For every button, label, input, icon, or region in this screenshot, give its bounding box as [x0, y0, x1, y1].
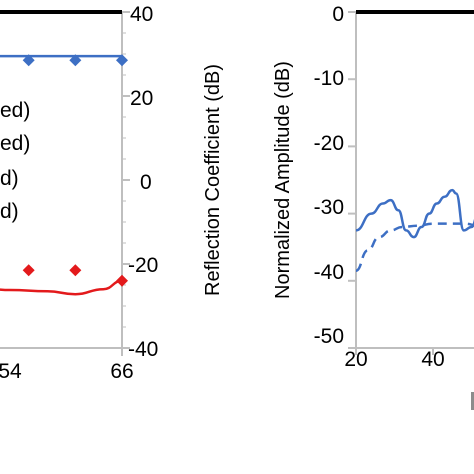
right-tick-marks: [348, 11, 434, 355]
y2-axis-title: Reflection Coefficient (dB): [202, 64, 224, 296]
y-tick-label: -30: [314, 196, 344, 219]
legend-entry: ed): [0, 132, 30, 155]
y-tick-label: -10: [314, 67, 344, 90]
legend-entry: ed): [0, 99, 30, 122]
y2-tick-label: 40: [130, 3, 153, 26]
x-tick-label: 40: [421, 348, 444, 371]
y-axis-title: Normalized Amplitude (dB): [272, 61, 294, 299]
cropped-label-fragment: [471, 392, 474, 410]
y-tick-label: -50: [314, 325, 344, 348]
x-tick-label: 54: [0, 360, 22, 383]
series-line: [0, 279, 123, 296]
series-line-dashed: [355, 222, 474, 272]
left-tick-marks: [121, 11, 130, 356]
data-point-marker: [116, 274, 128, 287]
data-point-marker: [116, 54, 128, 67]
data-point-marker: [69, 54, 82, 67]
data-point-marker: [22, 264, 35, 277]
legend-entry: d): [0, 200, 19, 223]
x-tick-label: 20: [344, 348, 367, 371]
right-series-group: [355, 9, 474, 272]
x-tick-label: 66: [110, 360, 133, 383]
series-line: [355, 188, 474, 239]
y2-tick-label: 0: [140, 171, 152, 194]
left-series-group: [0, 9, 128, 296]
y2-tick-label: -40: [128, 338, 158, 361]
legend-entry: d): [0, 167, 19, 190]
data-point-marker: [69, 264, 82, 277]
y-tick-label: -40: [314, 261, 344, 284]
y-tick-label: -20: [314, 132, 344, 155]
y-tick-label: 0: [332, 3, 344, 26]
y2-tick-label: -20: [128, 254, 158, 277]
y2-tick-label: 20: [130, 87, 153, 110]
data-point-marker: [22, 54, 35, 67]
